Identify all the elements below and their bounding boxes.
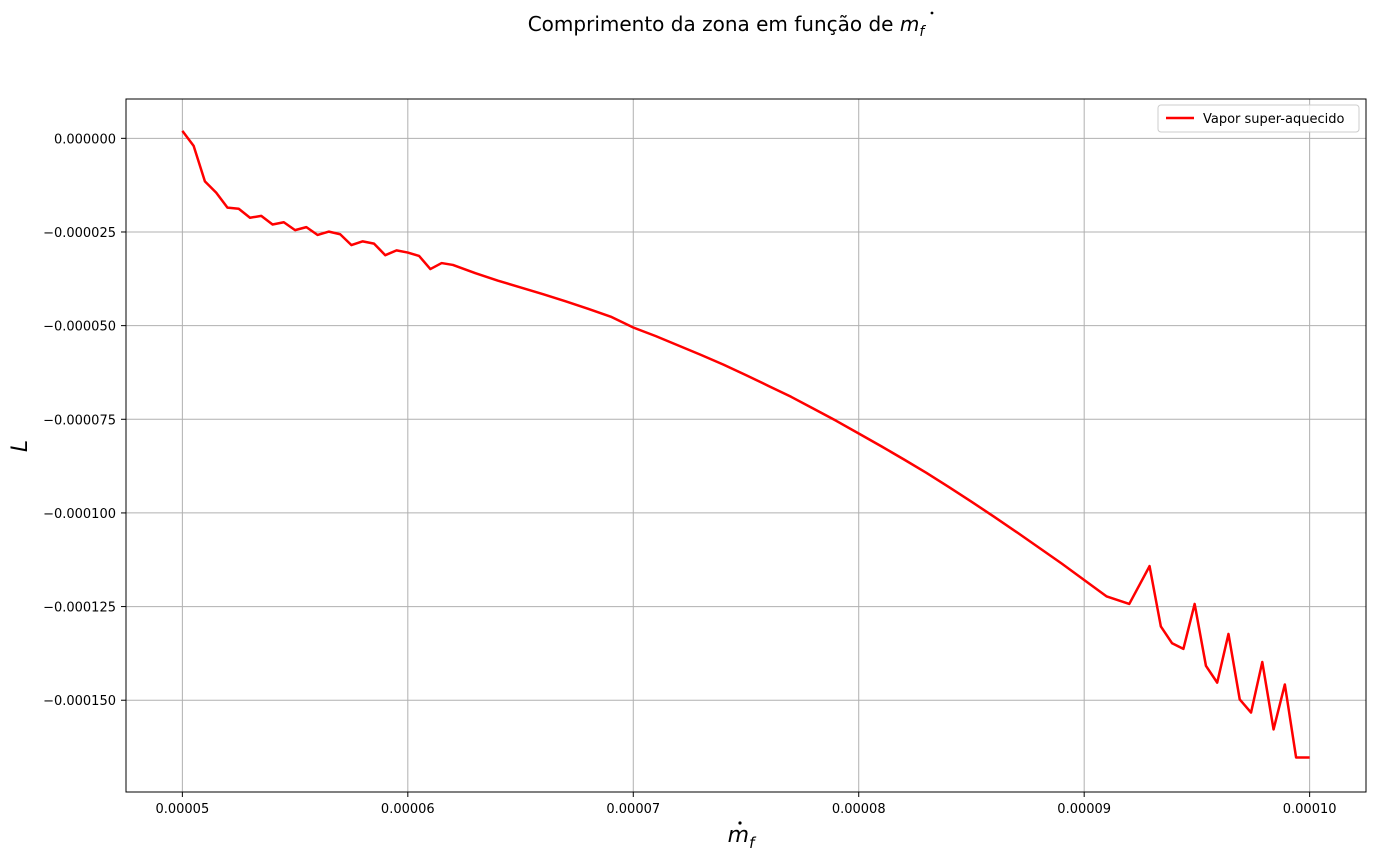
grid-lines [126, 99, 1366, 792]
y-tick-label: −0.000025 [43, 226, 116, 241]
y-tick-label: −0.000100 [43, 507, 116, 522]
x-tick-label: 0.00009 [1057, 802, 1111, 817]
x-tick-label: 0.00005 [155, 802, 209, 817]
x-axis-label-dot [738, 821, 742, 825]
x-axis-label-base: m [728, 823, 749, 848]
plot-frame [125, 98, 1367, 793]
x-axis-label: mf [728, 823, 757, 852]
chart-title-math: m [900, 12, 919, 36]
chart-title-math-sub: f [919, 24, 926, 40]
y-tick-label: −0.000125 [43, 601, 116, 616]
y-tick-label: 0.000000 [54, 132, 116, 147]
title-dot [930, 11, 934, 15]
axis-ticks: 0.00005 0.00006 0.00007 0.00008 0.00009 0.000… [43, 132, 1336, 817]
chart-title-text: Comprimento da zona em função de [528, 12, 900, 36]
y-tick-label: −0.000050 [43, 320, 116, 335]
x-tick-label: 0.00006 [381, 802, 435, 817]
x-axis-label-sub: f [749, 834, 757, 852]
x-tick-label: 0.00010 [1283, 802, 1337, 817]
x-tick-label: 0.00008 [832, 802, 886, 817]
y-tick-label: −0.000150 [43, 694, 116, 709]
x-tick-label: 0.00007 [606, 802, 660, 817]
legend: Vapor super-aquecido [1157, 104, 1360, 133]
series-layer [181, 130, 1310, 759]
y-axis-label: L [8, 440, 33, 452]
chart-title: Comprimento da zona em função de mf [528, 12, 927, 40]
y-tick-label: −0.000075 [43, 413, 116, 428]
legend-label: Vapor super-aquecido [1203, 112, 1344, 127]
series-line-vapor-super-aquecido [181, 130, 1310, 759]
legend-box [1157, 104, 1360, 133]
